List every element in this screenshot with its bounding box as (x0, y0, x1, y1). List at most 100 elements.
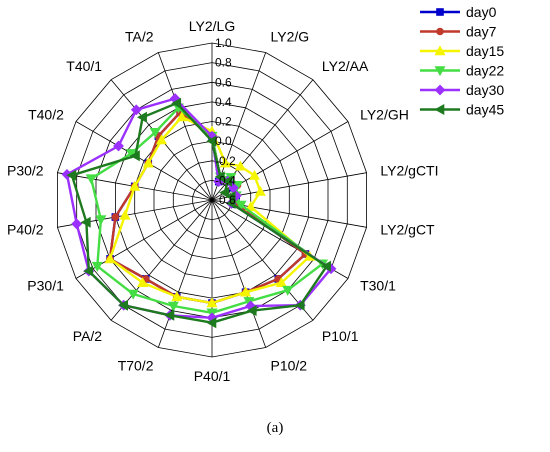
data-point (321, 260, 332, 272)
legend-label: day30 (466, 82, 504, 98)
legend: day0 day7 day15 day22 day30 day45 (420, 4, 504, 118)
tick-label: 1.0 (215, 36, 232, 50)
axis-label: LY2/AA (322, 58, 369, 74)
series-day45 (66, 97, 332, 329)
data-point (171, 97, 182, 109)
figure-caption: (a) (266, 420, 284, 436)
legend-item-day22: day22 (420, 63, 504, 79)
axis-label: TA/2 (125, 28, 154, 44)
axis-label: P30/1 (27, 278, 64, 294)
legend-item-day15: day15 (420, 43, 504, 59)
data-point (246, 305, 257, 317)
data-point (129, 180, 141, 191)
axis-label: LY2/gCTI (380, 162, 438, 178)
data-point (206, 135, 217, 147)
data-point (104, 253, 116, 264)
legend-marker (434, 103, 445, 116)
legend-marker (434, 84, 446, 96)
tick-label: -0.2 (215, 154, 236, 168)
legend-label: day0 (466, 4, 497, 20)
axis-label: LY2/G (271, 28, 310, 44)
data-point (219, 157, 231, 168)
tick-label: 0.2 (215, 115, 232, 129)
data-point (129, 150, 140, 162)
data-point (225, 197, 236, 209)
tick-label: 0.8 (215, 56, 232, 70)
legend-marker (434, 45, 446, 56)
axis-spoke (75, 121, 213, 201)
data-point (167, 301, 179, 312)
data-point (127, 289, 139, 300)
axis-label: P10/1 (322, 328, 359, 344)
data-point (171, 291, 183, 302)
tick-label: -0.6 (215, 193, 236, 207)
data-point (71, 218, 83, 230)
data-point (119, 209, 131, 220)
data-point (91, 261, 103, 272)
axis-label: LY2/LG (189, 18, 235, 34)
legend-marker (434, 66, 446, 77)
data-point (111, 213, 120, 221)
data-point (155, 134, 168, 145)
data-point (85, 174, 97, 185)
axis-label: T30/1 (360, 278, 396, 294)
data-point (225, 191, 236, 203)
data-point (149, 128, 161, 138)
axis-label: PA/2 (73, 328, 103, 344)
data-point (214, 171, 225, 183)
axis-label: P40/2 (7, 222, 44, 238)
tick-label: 0.0 (215, 134, 232, 148)
axis-label: LY2/gCT (380, 222, 435, 238)
legend-item-day0: day0 (420, 4, 497, 20)
data-point (118, 299, 128, 311)
data-point (219, 187, 229, 199)
axis-label: P40/1 (194, 368, 231, 384)
legend-item-day7: day7 (420, 24, 497, 40)
axis-labels: LY2/LG LY2/G LY2/AA LY2/GH LY2/gCTI LY2/gCT T3… (7, 18, 439, 384)
tick-label: 0.6 (215, 75, 232, 89)
axis-spoke (211, 199, 267, 348)
data-point (83, 265, 94, 277)
data-point (254, 185, 266, 196)
data-point (275, 277, 287, 288)
legend-label: day45 (466, 102, 504, 118)
data-point (142, 157, 154, 168)
data-point (235, 200, 247, 211)
data-point (136, 111, 147, 123)
data-point (80, 216, 91, 228)
data-point (222, 175, 233, 187)
tick-labels: 1.0 0.8 0.6 0.4 0.2 0.0 -0.2 -0.4 -0.6 (215, 36, 236, 207)
data-point (206, 317, 217, 329)
legend-marker (436, 8, 444, 16)
axis-label: T40/1 (66, 58, 102, 74)
data-point (130, 104, 142, 116)
tick-label: -0.4 (215, 173, 236, 187)
data-point (137, 277, 149, 288)
legend-label: day22 (466, 63, 504, 79)
data-point (240, 286, 252, 297)
data-point (234, 160, 246, 171)
data-point (282, 285, 294, 296)
axis-label: T70/2 (118, 358, 154, 374)
data-series (61, 93, 337, 329)
legend-item-day45: day45 (420, 102, 504, 118)
data-point (176, 111, 188, 122)
legend-item-day30: day30 (420, 82, 504, 98)
axis-spoke (157, 199, 213, 348)
axis-label: P10/2 (271, 358, 308, 374)
data-point (164, 309, 175, 321)
axis-spoke (211, 199, 314, 321)
data-point (66, 169, 77, 181)
axis-label: P30/2 (7, 162, 44, 178)
axis-spoke (157, 52, 213, 201)
data-point (206, 297, 218, 308)
legend-marker (436, 27, 444, 36)
axis-label: T40/2 (28, 107, 64, 123)
data-point (113, 140, 124, 152)
legend-label: day7 (466, 24, 497, 40)
legend-label: day15 (466, 43, 504, 59)
data-point (294, 299, 305, 311)
axis-label: LY2/GH (360, 107, 409, 123)
data-point (95, 215, 107, 226)
